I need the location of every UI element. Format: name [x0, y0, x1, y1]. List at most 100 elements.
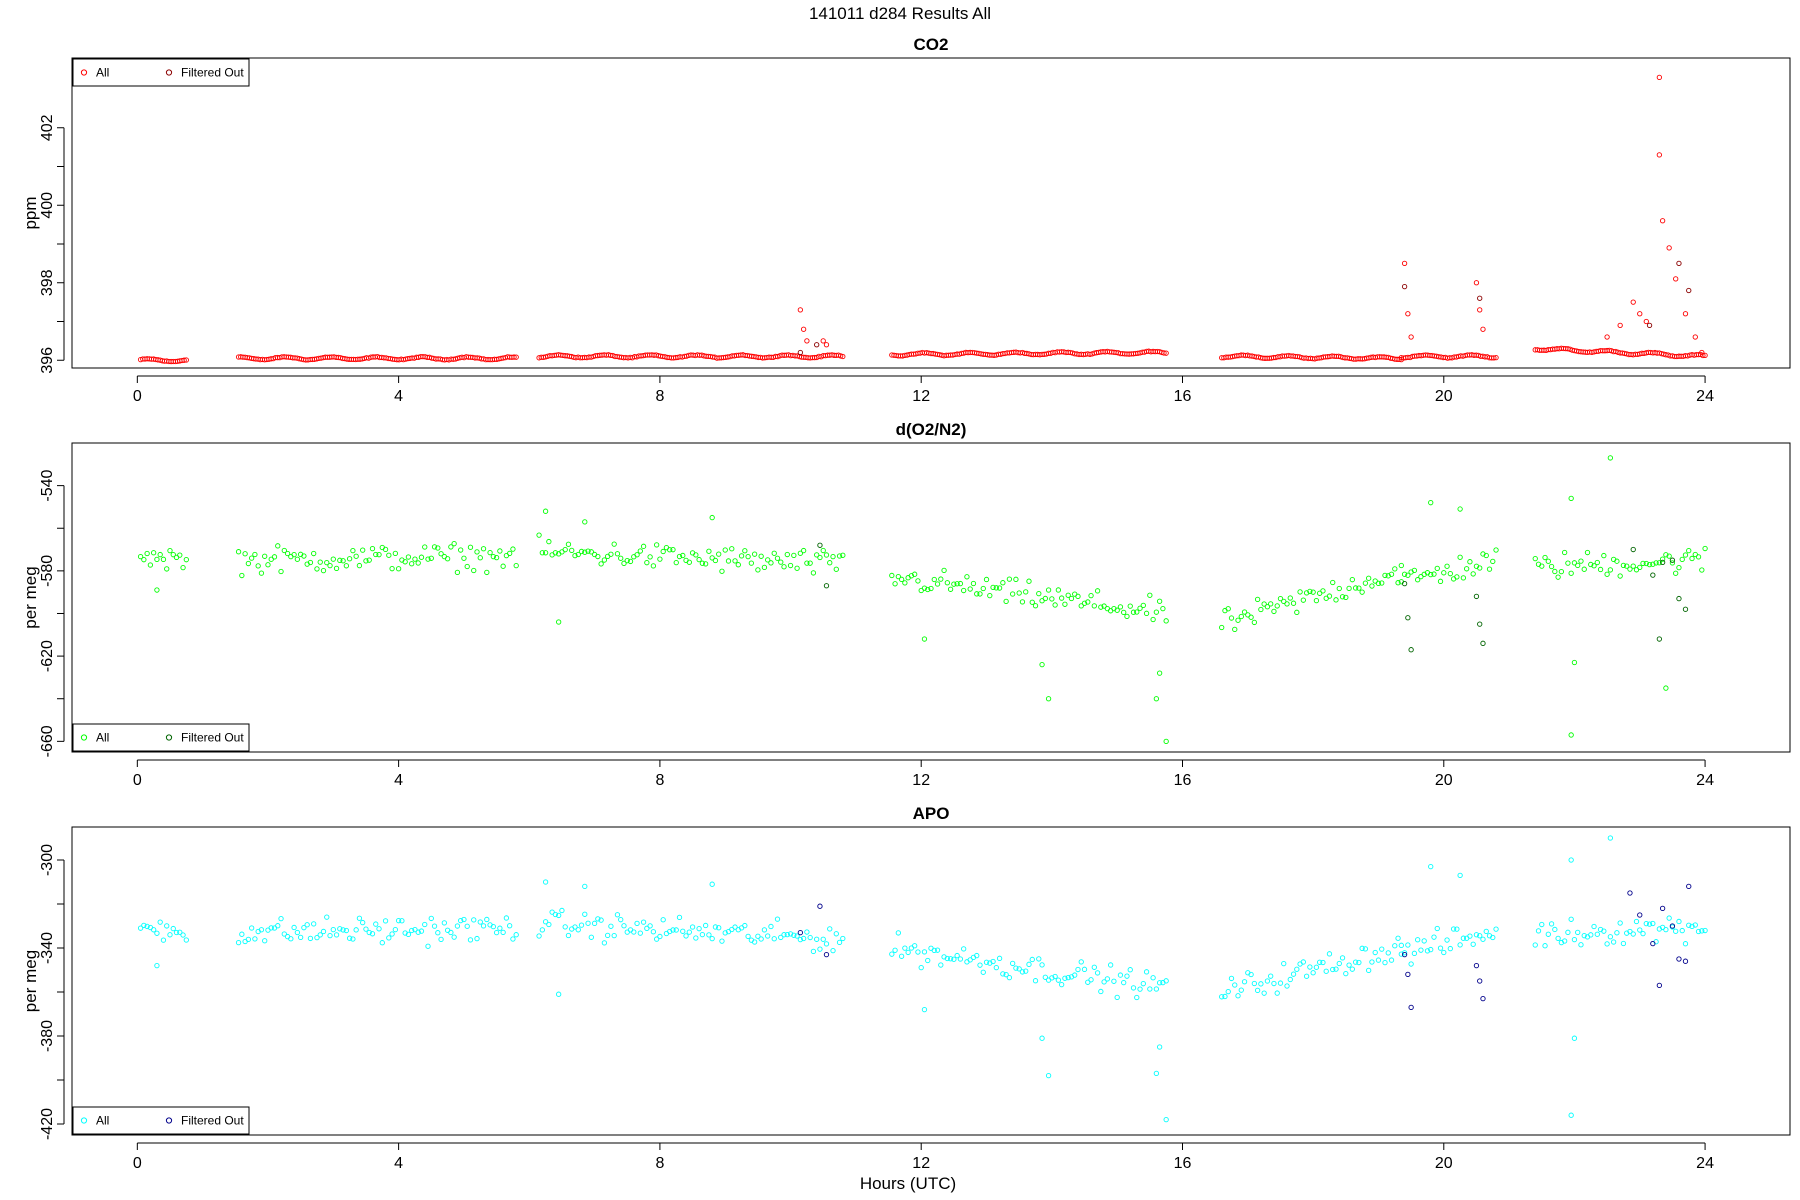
data-point-all [657, 556, 663, 562]
data-point-all [1477, 565, 1483, 571]
data-point-all [915, 949, 921, 955]
data-point-all [1248, 614, 1254, 620]
x-tick-label: 12 [912, 388, 930, 405]
panel-title: APO [913, 804, 950, 823]
data-point-all [1491, 355, 1497, 361]
data-point-all [444, 556, 451, 562]
data-point-all [582, 883, 588, 890]
data-point-all [1532, 942, 1538, 948]
data-point-all [307, 935, 314, 942]
data-point-all [386, 935, 392, 941]
data-point-all [1555, 935, 1561, 942]
data-point-all [1143, 610, 1150, 616]
data-point-all [1392, 566, 1398, 572]
data-point-all [1457, 872, 1463, 879]
data-point-all [536, 933, 542, 939]
data-point-all [1147, 986, 1153, 992]
data-point-all [1019, 599, 1026, 605]
data-point-all [1398, 942, 1404, 948]
data-point-all [1320, 959, 1326, 966]
data-point-filtered [1676, 595, 1682, 602]
data-point-all [262, 553, 268, 559]
data-point-all [898, 953, 905, 959]
data-point-all [1075, 966, 1081, 973]
data-point-all [653, 936, 660, 942]
data-point-all [611, 932, 617, 939]
data-point-all [1068, 595, 1075, 602]
data-point-all [1062, 601, 1068, 607]
data-point-all [1346, 962, 1352, 968]
data-point-all [320, 567, 327, 574]
data-point-all [1483, 928, 1489, 934]
data-point-all [183, 357, 189, 363]
data-point-filtered [817, 903, 823, 909]
data-point-all [1281, 960, 1287, 967]
data-point-all [791, 552, 797, 559]
data-point-all [797, 307, 804, 313]
data-point-all [1450, 926, 1457, 932]
data-point-all [1356, 959, 1362, 966]
data-point-all [1058, 982, 1065, 988]
data-point-all [151, 927, 157, 933]
y-tick-label: -660 [39, 725, 56, 757]
data-point-all [474, 935, 480, 942]
plot-frame [71, 57, 1791, 369]
data-point-all [585, 548, 591, 554]
data-point-all [1624, 563, 1630, 569]
x-tick-label: 16 [1174, 772, 1192, 789]
data-point-all [598, 917, 604, 923]
data-point-all [428, 915, 434, 922]
data-point-all [1147, 592, 1153, 598]
data-point-all [1163, 618, 1169, 624]
data-point-all [258, 927, 265, 933]
data-point-all [1447, 945, 1453, 952]
data-point-all [640, 543, 647, 549]
data-point-all [1081, 600, 1088, 606]
data-point-all [327, 562, 333, 569]
data-point-filtered [817, 542, 823, 548]
data-point-all [1366, 967, 1372, 974]
data-point-all [787, 562, 794, 569]
data-point-all [425, 556, 431, 562]
data-point-all [1415, 937, 1421, 943]
data-point-all [239, 931, 245, 937]
data-point-all [1457, 506, 1463, 512]
data-point-all [1614, 558, 1620, 564]
data-point-all [771, 936, 777, 942]
data-point-all [1571, 560, 1578, 566]
data-point-all [1575, 562, 1581, 569]
data-point-all [1163, 978, 1169, 984]
data-point-all [1039, 962, 1045, 968]
data-point-all [1317, 959, 1323, 965]
data-point-all [154, 587, 160, 593]
data-point-all [1088, 977, 1094, 983]
data-point-all [314, 566, 320, 572]
data-point-all [1539, 921, 1545, 928]
data-point-all [1062, 975, 1068, 981]
data-point-all [1055, 587, 1062, 593]
data-point-all [399, 918, 405, 924]
data-point-all [1640, 560, 1646, 567]
data-point-all [631, 929, 637, 935]
data-point-all [1656, 560, 1663, 566]
data-point-all [311, 921, 317, 927]
data-point-all [402, 930, 408, 936]
data-point-all [461, 916, 467, 923]
data-point-all [1333, 597, 1339, 603]
data-point-all [771, 550, 777, 556]
data-point-all [644, 560, 650, 566]
data-point-all [542, 550, 549, 556]
data-point-all [1480, 326, 1486, 332]
data-point-all [1457, 942, 1463, 948]
data-point-all [258, 570, 265, 576]
data-point-all [719, 938, 725, 944]
data-point-all [1542, 943, 1548, 949]
data-point-all [889, 951, 895, 957]
data-point-all [1650, 561, 1656, 567]
data-point-all [1127, 967, 1133, 973]
data-point-all [402, 559, 408, 565]
data-point-all [1085, 599, 1091, 605]
data-point-all [840, 552, 846, 558]
data-point-all [640, 919, 647, 925]
data-point-all [1264, 604, 1271, 610]
